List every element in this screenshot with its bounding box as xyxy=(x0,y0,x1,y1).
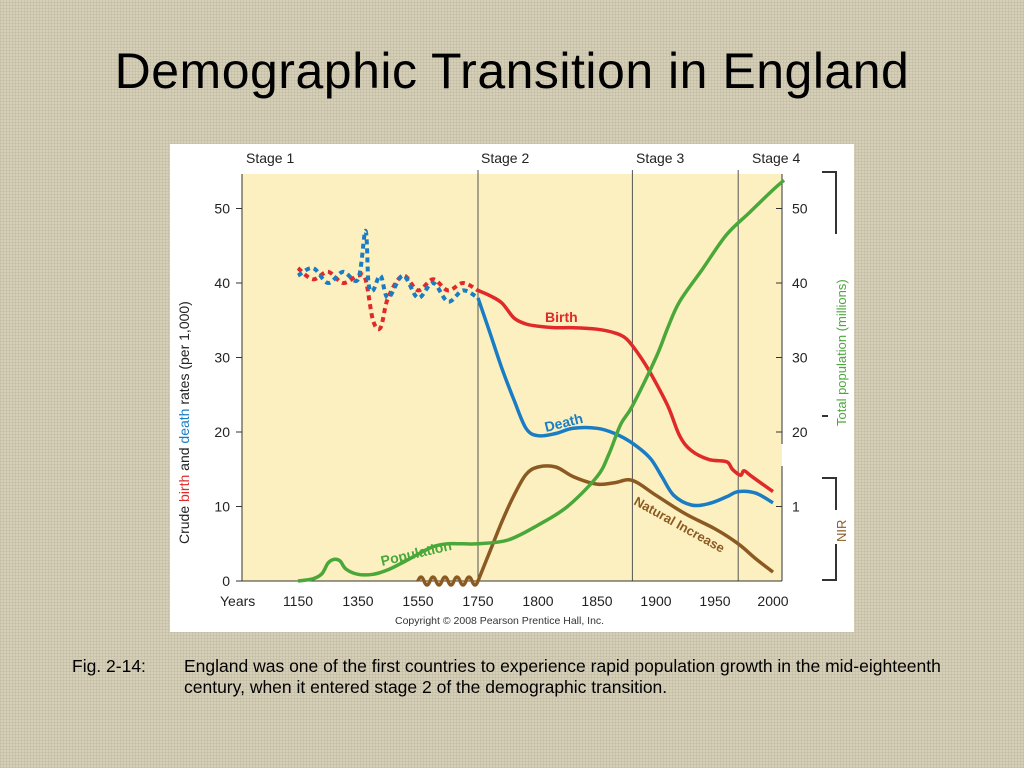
right-tick-label: 50 xyxy=(792,201,808,217)
figure-caption: Fig. 2-14: England was one of the first … xyxy=(72,656,952,698)
left-axis-title-part: death xyxy=(176,409,192,444)
left-axis-title-part: rates (per 1,000) xyxy=(176,301,192,408)
population-bracket-gap xyxy=(828,234,844,430)
population-line xyxy=(297,178,786,583)
x-axis-first-label: Years xyxy=(220,593,255,609)
demographic-transition-chart: Stage 1 Stage 2 Stage 3 Stage 4 0 10 20 30 40 50 2… xyxy=(176,150,849,627)
left-tick-label: 40 xyxy=(214,275,230,291)
slide-title: Demographic Transition in England xyxy=(114,43,910,99)
x-tick-label: 1900 xyxy=(640,593,671,609)
x-tick-label: 1350 xyxy=(342,593,373,609)
series-label-birth: Birth xyxy=(545,309,578,325)
death-line xyxy=(476,297,774,508)
stage-label-3: Stage 3 xyxy=(636,150,684,166)
stage-label-1: Stage 1 xyxy=(246,150,294,166)
x-tick-label: 2000 xyxy=(757,593,788,609)
nir-tick-label: 1 xyxy=(792,499,800,515)
death-dotted-line xyxy=(296,228,480,304)
x-tick-label: 1850 xyxy=(581,593,612,609)
natural-increase-wavy-line xyxy=(416,575,480,587)
x-tick-label: 1800 xyxy=(522,593,553,609)
right-tick-label: 30 xyxy=(792,350,808,366)
x-tick-label: 1750 xyxy=(462,593,493,609)
plot-area xyxy=(242,174,782,581)
caption-text: England was one of the first countries t… xyxy=(184,656,941,697)
right-tick-label: 40 xyxy=(792,275,808,291)
left-tick-label: 10 xyxy=(214,499,230,515)
left-tick-label: 30 xyxy=(214,350,230,366)
x-tick-label: 1150 xyxy=(283,593,313,609)
right-tick-label: 20 xyxy=(792,424,808,440)
left-tick-label: 50 xyxy=(214,201,230,217)
birth-dotted-line xyxy=(296,266,479,332)
birth-line xyxy=(477,288,775,494)
natural-increase-line xyxy=(476,464,775,582)
x-tick-label: 1550 xyxy=(402,593,433,609)
left-axis-title-part: birth xyxy=(176,475,192,502)
left-tick-label: 0 xyxy=(222,573,230,589)
stage-label-2: Stage 2 xyxy=(481,150,529,166)
nir-bracket-gap xyxy=(828,510,844,544)
left-tick-label: 20 xyxy=(214,424,230,440)
caption-label: Fig. 2-14: xyxy=(72,656,146,676)
chart-panel: Stage 1 Stage 2 Stage 3 Stage 4 0 10 20 30 40 50 2… xyxy=(170,144,854,632)
copyright-text: Copyright © 2008 Pearson Prentice Hall, … xyxy=(395,615,604,627)
right-axis-title-population: Total population (millions) xyxy=(834,279,849,426)
left-axis-title: Crude birth and death rates (per 1,000) xyxy=(176,301,192,544)
stage-label-4: Stage 4 xyxy=(752,150,800,166)
x-tick-label: 1950 xyxy=(699,593,730,609)
right-axis-title-nir: NIR xyxy=(834,520,849,542)
left-axis-title-part: and xyxy=(176,444,192,475)
left-axis-title-part: Crude xyxy=(176,502,192,544)
